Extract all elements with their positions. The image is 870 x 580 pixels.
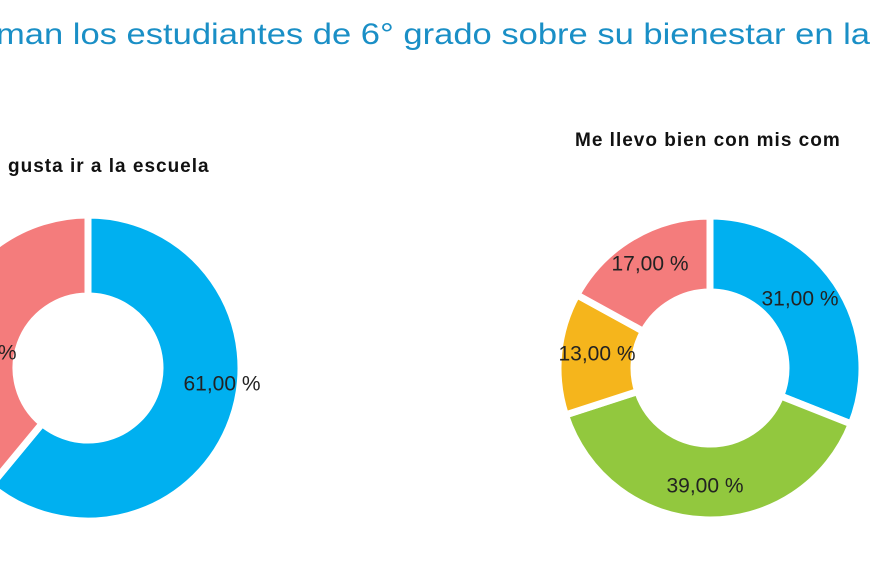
data-label: 39,00 % [0, 342, 17, 365]
data-label: 39,00 % [666, 475, 743, 498]
data-label: 31,00 % [761, 288, 838, 311]
page-title: man los estudiantes de 6° grado sobre su… [0, 18, 870, 51]
data-label: 61,00 % [183, 373, 260, 396]
chart-title: Me llevo bien con mis com [575, 130, 841, 151]
donut-segment [706, 212, 866, 429]
donut-segment [0, 211, 245, 525]
donut-segment [561, 387, 856, 524]
donut-segment [0, 211, 92, 480]
data-label: 13,00 % [558, 343, 635, 366]
data-label: 17,00 % [611, 253, 688, 276]
donut-segment [572, 212, 714, 337]
chart-title: gusta ir a la escuela [8, 156, 210, 177]
